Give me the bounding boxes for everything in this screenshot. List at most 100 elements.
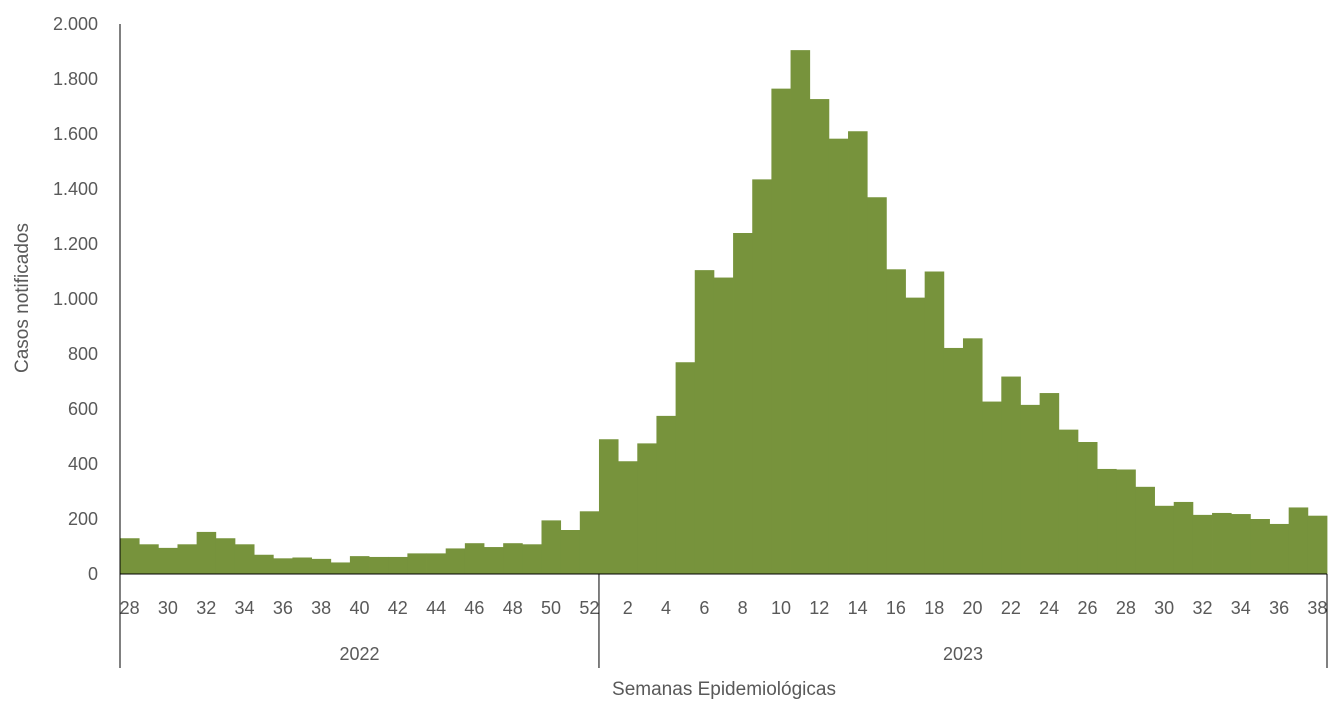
x-axis-tick-labels: 28 30 32 34 36 38 40 42 44 46 48 50 52 2 4 6 8 10 12 14 16 18… xyxy=(120,598,1328,618)
x-tick-label: 12 xyxy=(809,598,829,618)
x-tick-label: 28 xyxy=(120,598,140,618)
x-tick-label: 8 xyxy=(738,598,748,618)
x-tick-label: 14 xyxy=(848,598,868,618)
x-tick-label: 20 xyxy=(963,598,983,618)
bar-2023-week-12 xyxy=(809,99,830,574)
bar-2023-week-2 xyxy=(618,461,638,574)
bar-2023-week-11 xyxy=(790,50,811,575)
bar-2022-week-46 xyxy=(464,543,485,574)
x-tick-label: 50 xyxy=(541,598,561,618)
x-tick-label: 36 xyxy=(1269,598,1289,618)
bar-2023-week-33 xyxy=(1212,512,1232,574)
bar-2022-week-44 xyxy=(426,553,447,575)
bar-2023-week-22 xyxy=(1001,376,1021,574)
bar-2022-week-28 xyxy=(120,538,140,574)
bar-2023-week-25 xyxy=(1058,429,1079,575)
bar-2023-week-24 xyxy=(1039,393,1060,574)
year-label-2023: 2023 xyxy=(943,644,983,664)
bar-2023-week-16 xyxy=(886,269,906,574)
bar-2022-week-50 xyxy=(541,520,562,575)
x-tick-label: 34 xyxy=(235,598,255,618)
bar-2022-week-43 xyxy=(407,553,427,575)
y-tick-label: 400 xyxy=(68,454,98,474)
bar-2022-week-36 xyxy=(273,558,293,574)
x-tick-label: 10 xyxy=(771,598,791,618)
bar-2023-week-7 xyxy=(713,277,734,574)
bar-2022-week-40 xyxy=(349,556,370,575)
x-tick-label: 28 xyxy=(1116,598,1136,618)
x-tick-label: 18 xyxy=(924,598,944,618)
x-tick-label: 34 xyxy=(1231,598,1251,618)
bar-2023-week-14 xyxy=(848,131,868,574)
bar-2022-week-29 xyxy=(139,544,159,574)
bar-2022-week-31 xyxy=(177,544,198,574)
x-tick-label: 38 xyxy=(1307,598,1327,618)
bar-2023-week-13 xyxy=(828,138,849,574)
y-tick-label: 1.800 xyxy=(53,69,98,89)
bar-2022-week-35 xyxy=(254,554,274,574)
bar-2023-week-17 xyxy=(905,297,926,574)
x-tick-label: 40 xyxy=(349,598,369,618)
bar-2022-week-47 xyxy=(484,547,504,574)
x-tick-label: 26 xyxy=(1078,598,1098,618)
bar-2023-week-4 xyxy=(656,415,676,575)
x-tick-label: 44 xyxy=(426,598,446,618)
x-tick-label: 22 xyxy=(1001,598,1021,618)
x-tick-label: 46 xyxy=(464,598,484,618)
y-tick-label: 800 xyxy=(68,344,98,364)
bar-2023-week-1 xyxy=(598,439,619,574)
x-tick-label: 30 xyxy=(158,598,178,618)
bar-2022-week-49 xyxy=(522,544,542,574)
x-tick-label: 2 xyxy=(623,598,633,618)
bar-2022-week-30 xyxy=(158,547,178,575)
bar-2023-week-37 xyxy=(1288,507,1309,574)
y-tick-label: 1.000 xyxy=(53,289,98,309)
bar-2023-week-5 xyxy=(675,362,696,574)
year-label-2022: 2022 xyxy=(339,644,379,664)
y-axis-title: Casos notificados xyxy=(12,223,33,373)
bar-2022-week-34 xyxy=(234,544,255,574)
bar-2023-week-21 xyxy=(982,401,1002,574)
bar-2023-week-29 xyxy=(1135,486,1155,574)
bar-2022-week-41 xyxy=(369,556,389,574)
x-tick-label: 16 xyxy=(886,598,906,618)
bar-2023-week-10 xyxy=(771,88,791,575)
x-tick-label: 4 xyxy=(661,598,671,618)
bar-2023-week-31 xyxy=(1173,501,1194,574)
bar-2022-week-37 xyxy=(292,557,312,574)
bar-2023-week-6 xyxy=(694,270,715,575)
x-tick-label: 32 xyxy=(196,598,216,618)
bar-2022-week-48 xyxy=(503,543,523,574)
bar-2023-week-18 xyxy=(924,271,945,574)
bar-2022-week-32 xyxy=(196,531,217,574)
bar-2022-week-45 xyxy=(445,548,466,574)
x-tick-label: 42 xyxy=(388,598,408,618)
y-tick-label: 600 xyxy=(68,399,98,419)
bar-2022-week-42 xyxy=(388,556,408,574)
bar-2023-week-9 xyxy=(752,179,772,575)
x-tick-label: 48 xyxy=(503,598,523,618)
x-tick-label: 30 xyxy=(1154,598,1174,618)
bar-2023-week-15 xyxy=(867,197,887,574)
bar-2022-week-52 xyxy=(579,511,600,574)
bar-2023-week-19 xyxy=(943,347,964,574)
bar-2023-week-26 xyxy=(1077,442,1098,574)
bars xyxy=(120,50,1328,575)
x-tick-label: 32 xyxy=(1192,598,1212,618)
bar-2023-week-34 xyxy=(1231,514,1251,574)
y-axis-tick-labels: 0 200 400 600 800 1.000 1.200 1.400 1.600 1.800 2.… xyxy=(53,14,98,584)
y-tick-label: 0 xyxy=(88,564,98,584)
bar-2022-week-38 xyxy=(311,558,332,575)
bar-2022-week-33 xyxy=(215,538,236,574)
bar-2023-week-36 xyxy=(1269,523,1290,574)
bar-2023-week-38 xyxy=(1307,515,1328,574)
x-tick-label: 36 xyxy=(273,598,293,618)
bar-2023-week-28 xyxy=(1116,469,1136,574)
x-tick-label: 24 xyxy=(1039,598,1059,618)
y-tick-label: 1.200 xyxy=(53,234,98,254)
bar-2022-week-51 xyxy=(560,530,581,574)
y-tick-label: 200 xyxy=(68,509,98,529)
x-tick-label: 38 xyxy=(311,598,331,618)
bar-2023-week-23 xyxy=(1020,404,1041,575)
